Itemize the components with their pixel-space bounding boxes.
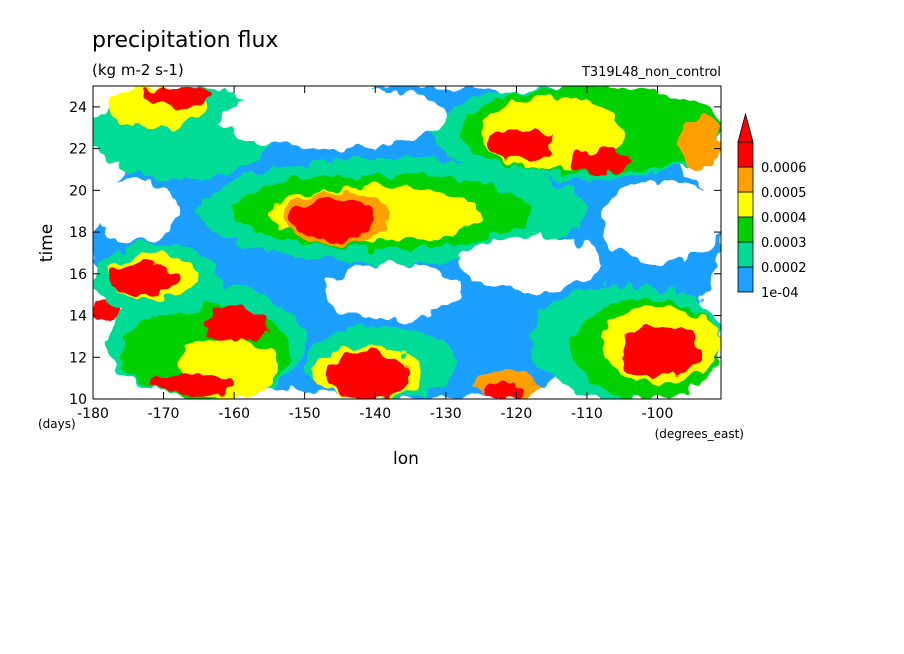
y-tick-label: 24 <box>69 100 87 116</box>
colorbar-label: 0.0002 <box>761 261 807 276</box>
contour-region-36 <box>601 179 721 264</box>
y-axis-unit: (days) <box>38 417 76 431</box>
x-tick-label: -150 <box>289 406 321 422</box>
contour-region-9 <box>107 263 178 295</box>
x-tick-label: -170 <box>148 406 180 422</box>
x-tick-label: -160 <box>218 406 250 422</box>
x-tick-label: -180 <box>77 406 109 422</box>
contour-region-30 <box>488 127 552 160</box>
y-tick-label: 14 <box>69 309 87 325</box>
contour-region-31 <box>572 148 630 174</box>
colorbar-label: 1e-04 <box>761 286 799 301</box>
x-tick-label: -120 <box>500 406 532 422</box>
colorbar-segment <box>737 266 754 293</box>
y-axis-label: time <box>37 224 57 262</box>
colorbar-segment <box>737 216 754 243</box>
colorbar-label: 0.0004 <box>761 211 807 226</box>
run-label: T319L48_non_control <box>581 65 721 80</box>
y-tick-label: 10 <box>69 392 87 408</box>
colorbar-segment <box>737 166 754 193</box>
colorbar-segment <box>737 241 754 268</box>
chart-subtitle: (kg m-2 s-1) <box>92 61 184 79</box>
colorbar-segment <box>737 191 754 218</box>
contour-region-34 <box>459 236 602 291</box>
contour-region-37 <box>93 179 178 243</box>
x-tick-label: -140 <box>359 406 391 422</box>
contour-region-33 <box>220 86 446 149</box>
y-tick-label: 22 <box>69 142 87 158</box>
contour-region-5 <box>205 307 270 341</box>
contour-regions <box>93 86 721 399</box>
x-tick-label: -110 <box>571 406 603 422</box>
contour-region-12 <box>325 351 411 399</box>
y-axis-ticks: 10 12 14 16 18 20 22 24 <box>69 100 721 408</box>
x-axis-unit: (degrees_east) <box>655 427 744 441</box>
y-tick-label: 20 <box>69 183 87 199</box>
y-tick-label: 18 <box>69 225 87 241</box>
contour-region-23 <box>290 198 376 241</box>
colorbar-segment <box>737 141 754 168</box>
colorbar-extend-arrow <box>737 112 754 143</box>
contour-region-18 <box>622 323 700 379</box>
plot-frame <box>92 85 722 400</box>
colorbar-label: 0.0003 <box>761 236 807 251</box>
x-axis-ticks: -180 -170 -160 -150 -140 -130 -120 -110 -100 <box>77 86 673 422</box>
contour-region-4 <box>149 373 235 395</box>
contour-region-14 <box>481 382 524 399</box>
contour-region-26 <box>142 86 213 107</box>
colorbar-label: 0.0005 <box>761 186 807 201</box>
contour-region-32 <box>678 117 721 170</box>
x-tick-label: -100 <box>642 406 674 422</box>
y-tick-label: 12 <box>69 350 87 366</box>
colorbar-label: 0.0006 <box>761 161 807 176</box>
y-tick-label: 16 <box>69 267 87 283</box>
x-axis-label: lon <box>393 449 419 469</box>
contour-region-35 <box>325 263 460 320</box>
chart-title: precipitation flux <box>92 28 278 53</box>
x-tick-label: -130 <box>430 406 462 422</box>
colorbar: 1e-04 0.0002 0.0003 0.0004 0.0005 0.0006 <box>737 112 807 301</box>
